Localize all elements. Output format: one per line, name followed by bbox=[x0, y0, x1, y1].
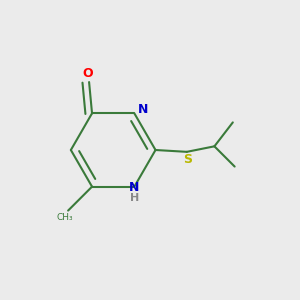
Text: H: H bbox=[130, 194, 139, 203]
Text: N: N bbox=[138, 103, 149, 116]
Text: N: N bbox=[129, 181, 140, 194]
Text: S: S bbox=[183, 153, 192, 167]
Text: CH₃: CH₃ bbox=[56, 213, 73, 222]
Text: O: O bbox=[82, 68, 93, 80]
